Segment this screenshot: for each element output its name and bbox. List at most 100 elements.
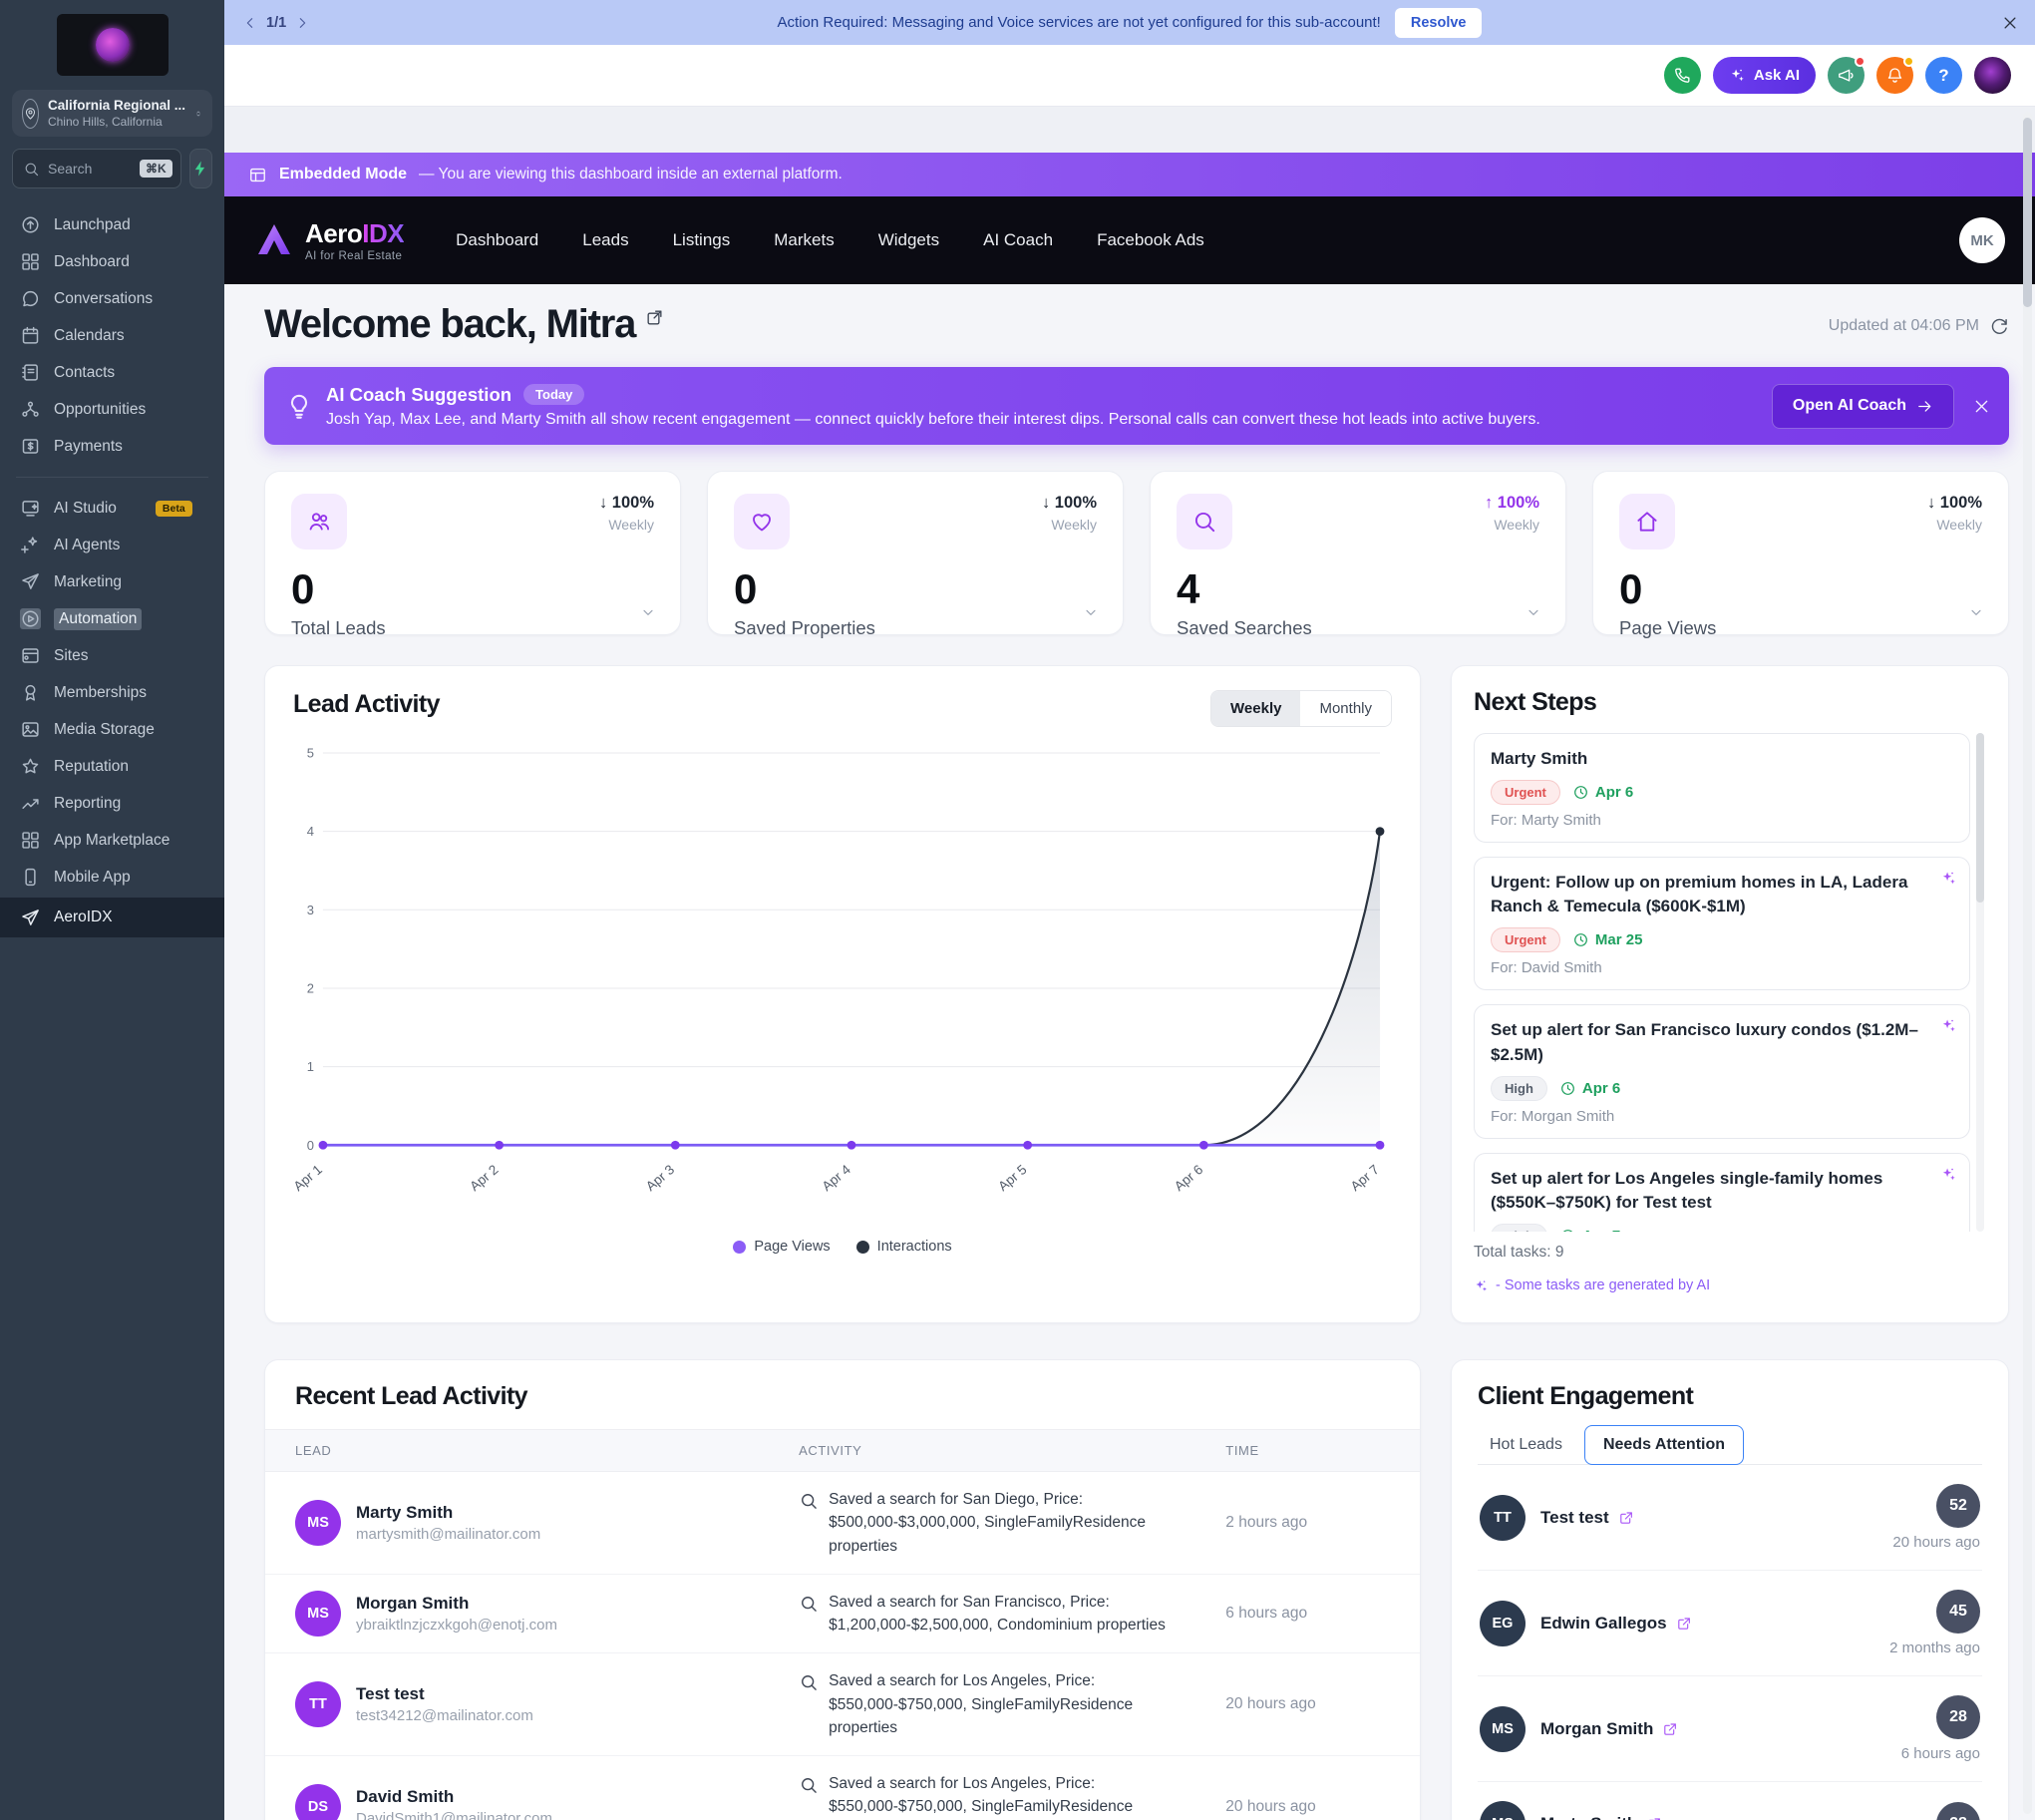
engagement-time: 2 months ago xyxy=(1889,1639,1980,1656)
main-area: 1/1 Action Required: Messaging and Voice… xyxy=(224,0,2035,1820)
sidebar-item-mobile-app[interactable]: Mobile App xyxy=(12,859,212,896)
sidebar-item-dashboard[interactable]: Dashboard xyxy=(12,243,212,280)
ai-banner-close-icon[interactable] xyxy=(1972,397,1991,416)
priority-badge: High xyxy=(1491,1075,1547,1101)
sidebar-item-conversations[interactable]: Conversations xyxy=(12,280,212,317)
time-cell: 6 hours ago xyxy=(1225,1605,1308,1622)
edit-icon[interactable] xyxy=(645,308,664,327)
nav-link-ai-coach[interactable]: AI Coach xyxy=(983,230,1054,249)
user-avatar[interactable] xyxy=(1974,57,2011,94)
stat-label: Saved Searches xyxy=(1177,617,1312,638)
external-link-icon[interactable] xyxy=(1646,1816,1662,1820)
banner-message: Action Required: Messaging and Voice ser… xyxy=(777,14,1381,31)
engagement-item[interactable]: MS Marty Smith 28 xyxy=(1478,1782,1982,1820)
sidebar-item-app-marketplace[interactable]: App Marketplace xyxy=(12,822,212,859)
next-step-task[interactable]: Set up alert for Los Angeles single-fami… xyxy=(1474,1152,1970,1232)
next-step-task[interactable]: Set up alert for San Francisco luxury co… xyxy=(1474,1004,1970,1139)
refresh-icon[interactable] xyxy=(1989,316,2009,336)
nav-link-listings[interactable]: Listings xyxy=(672,230,731,249)
svg-text:3: 3 xyxy=(307,903,314,917)
banner-close-icon[interactable] xyxy=(2001,14,2019,32)
profile-avatar[interactable]: MK xyxy=(1959,217,2005,263)
chevron-down-icon[interactable] xyxy=(1083,604,1099,620)
external-link-icon[interactable] xyxy=(1618,1510,1634,1526)
sidebar-item-ai-agents[interactable]: AI Agents xyxy=(12,527,212,563)
table-row[interactable]: TT Test test test34212@mailinator.com Saved… xyxy=(265,1653,1420,1756)
banner-pagination: 1/1 xyxy=(242,15,310,31)
priority-badge: High xyxy=(1491,1223,1547,1232)
nav-link-widgets[interactable]: Widgets xyxy=(877,230,940,249)
stat-period: Weekly xyxy=(608,517,654,533)
external-link-icon[interactable] xyxy=(1662,1721,1678,1737)
quick-actions-button[interactable] xyxy=(188,149,212,188)
sub-account-selector[interactable]: California Regional ... Chino Hills, Cal… xyxy=(12,90,212,137)
next-steps-scrollbar-thumb[interactable] xyxy=(1976,733,1984,903)
engagement-item[interactable]: MS Morgan Smith 28 6 hours ago xyxy=(1478,1676,1982,1782)
resolve-button[interactable]: Resolve xyxy=(1394,7,1483,38)
external-link-icon[interactable] xyxy=(1676,1616,1692,1632)
stat-change-value: ↓ 100% xyxy=(598,494,654,512)
sidebar-item-contacts[interactable]: Contacts xyxy=(12,354,212,391)
sidebar-item-reputation[interactable]: Reputation xyxy=(12,748,212,785)
nav-link-leads[interactable]: Leads xyxy=(582,230,629,249)
engagement-tabs: Hot Leads Needs Attention xyxy=(1478,1425,1982,1465)
tab-needs-attention[interactable]: Needs Attention xyxy=(1583,1425,1745,1465)
nav-link-dashboard[interactable]: Dashboard xyxy=(456,230,539,249)
sidebar-item-sites[interactable]: Sites xyxy=(12,637,212,674)
sidebar-item-media-storage[interactable]: Media Storage xyxy=(12,711,212,748)
stat-card-saved-searches: ↑ 100% Weekly 4 Saved Searches xyxy=(1150,471,1566,638)
next-step-task[interactable]: Marty Smith Urgent Apr 6 For: Marty Smith xyxy=(1474,733,1970,844)
chevron-down-icon[interactable] xyxy=(1968,604,1984,620)
sidebar-item-automation[interactable]: Automation xyxy=(12,600,212,637)
range-weekly-button[interactable]: Weekly xyxy=(1211,691,1301,726)
table-row[interactable]: MS Morgan Smith ybraiktlnzjczxkgoh@enotj.c… xyxy=(265,1575,1420,1654)
help-button[interactable]: ? xyxy=(1925,57,1962,94)
calendar-icon xyxy=(20,325,41,346)
sidebar-search[interactable]: ⌘K xyxy=(12,149,181,188)
legend-dot xyxy=(855,1240,869,1254)
chevron-left-icon[interactable] xyxy=(242,15,258,31)
table-row[interactable]: MS Marty Smith martysmith@mailinator.com Sa… xyxy=(265,1472,1420,1575)
sidebar-item-ai-studio[interactable]: AI Studio Beta xyxy=(12,490,212,527)
aeroidx-logo[interactable]: AeroIDX AI for Real Estate xyxy=(254,218,405,262)
tab-hot-leads[interactable]: Hot Leads xyxy=(1490,1436,1562,1453)
page-scrollbar[interactable] xyxy=(2023,112,2032,1814)
lead-name: Morgan Smith xyxy=(356,1594,470,1613)
next-step-task[interactable]: Urgent: Follow up on premium homes in LA… xyxy=(1474,857,1970,991)
range-monthly-button[interactable]: Monthly xyxy=(1300,691,1391,726)
lead-avatar: MS xyxy=(295,1591,341,1637)
sidebar-item-calendars[interactable]: Calendars xyxy=(12,317,212,354)
sidebar-item-aeroidx[interactable]: AeroIDX xyxy=(0,898,224,937)
table-row[interactable]: DS David Smith DavidSmith1@mailinator.com S… xyxy=(265,1756,1420,1820)
sidebar-item-marketing[interactable]: Marketing xyxy=(12,563,212,600)
nav-link-markets[interactable]: Markets xyxy=(774,230,835,249)
sidebar-item-reporting[interactable]: Reporting xyxy=(12,785,212,822)
phone-button[interactable] xyxy=(1663,57,1701,94)
sidebar-item-label: Media Storage xyxy=(54,720,155,738)
nav-link-facebook-ads[interactable]: Facebook Ads xyxy=(1097,230,1204,249)
next-steps-scrollbar[interactable] xyxy=(1976,733,1984,1232)
ask-ai-button[interactable]: Ask AI xyxy=(1712,57,1816,94)
engagement-item[interactable]: TT Test test 52 20 hours ago xyxy=(1478,1465,1982,1571)
engagement-item[interactable]: EG Edwin Gallegos 45 2 months ago xyxy=(1478,1571,1982,1676)
open-ai-coach-button[interactable]: Open AI Coach xyxy=(1771,383,1954,429)
notifications-button[interactable] xyxy=(1876,56,1914,94)
chevron-down-icon[interactable] xyxy=(1526,604,1541,620)
sidebar-item-memberships[interactable]: Memberships xyxy=(12,674,212,711)
priority-badge: Urgent xyxy=(1491,780,1560,806)
search-input[interactable] xyxy=(48,161,132,177)
sidebar-item-label: AI Agents xyxy=(54,536,121,553)
stat-label: Saved Properties xyxy=(734,617,875,638)
lead-identity: Morgan Smith ybraiktlnzjczxkgoh@enotj.com xyxy=(356,1594,557,1634)
scrollbar-thumb[interactable] xyxy=(2023,118,2032,307)
chevron-right-icon[interactable] xyxy=(294,15,310,31)
chevron-down-icon[interactable] xyxy=(640,604,656,620)
sidebar-item-launchpad[interactable]: Launchpad xyxy=(12,206,212,243)
announcements-button[interactable] xyxy=(1828,56,1865,94)
aeroidx-logo-icon xyxy=(258,224,290,254)
sidebar-item-opportunities[interactable]: Opportunities xyxy=(12,391,212,428)
page-title: Welcome back, Mitra xyxy=(264,302,636,346)
lead-cell: DS David Smith DavidSmith1@mailinator.com xyxy=(295,1783,799,1820)
sidebar-item-payments[interactable]: Payments xyxy=(12,428,212,465)
dashboard-content: Welcome back, Mitra Updated at 04:06 PM … xyxy=(224,284,2035,1820)
